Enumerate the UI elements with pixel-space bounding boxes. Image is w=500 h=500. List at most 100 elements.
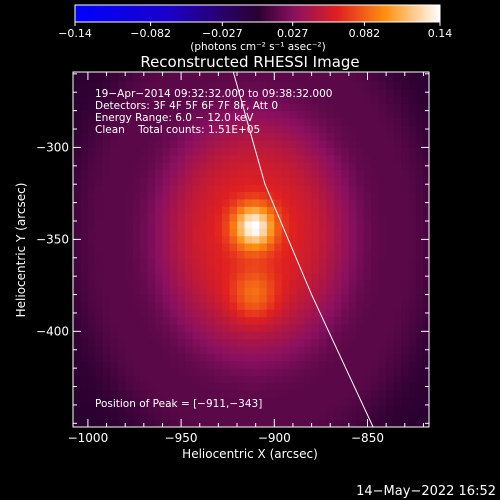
heatmap-cell [341, 243, 350, 251]
heatmap-cell [125, 125, 134, 134]
heatmap-cell [333, 206, 342, 215]
heatmap-cell [311, 346, 320, 354]
heatmap-cell [311, 397, 320, 406]
heatmap-cell [251, 154, 260, 163]
heatmap-cell [110, 390, 119, 399]
heatmap-cell [415, 323, 424, 332]
heatmap-cell [266, 125, 275, 134]
heatmap-cell [155, 360, 163, 369]
heatmap-cell [199, 81, 208, 90]
heatmap-cell [356, 309, 365, 318]
heatmap-cell [214, 390, 223, 399]
heatmap-cell [289, 412, 298, 421]
heatmap-cell [266, 140, 275, 148]
heatmap-cell [415, 301, 424, 310]
heatmap-cell [237, 346, 245, 354]
heatmap-cell [177, 162, 186, 170]
heatmap-cell [222, 375, 231, 384]
heatmap-cell [266, 419, 275, 427]
heatmap-cell [214, 125, 223, 134]
heatmap-cell [155, 184, 163, 193]
heatmap-cell [117, 294, 126, 303]
heatmap-cell [110, 228, 119, 237]
heatmap-cell [326, 243, 335, 251]
heatmap-cell [87, 88, 96, 97]
heatmap-cell [184, 73, 193, 82]
heatmap-cell [229, 294, 238, 303]
heatmap-cell [251, 184, 260, 193]
heatmap-cell [95, 316, 104, 325]
heatmap-cell [296, 316, 305, 325]
heatmap-cell [319, 132, 327, 141]
heatmap-cell [274, 338, 283, 347]
heatmap-cell [415, 338, 424, 347]
heatmap-cell [229, 140, 238, 148]
heatmap-cell [177, 117, 186, 126]
heatmap-cell [207, 154, 216, 163]
heatmap-cell [348, 279, 357, 288]
heatmap-cell [192, 243, 201, 251]
heatmap-cell [415, 125, 424, 134]
heatmap-cell [371, 125, 380, 134]
heatmap-cell [192, 220, 201, 229]
heatmap-cell [408, 360, 417, 369]
heatmap-cell [423, 301, 429, 310]
heatmap-cell [266, 88, 275, 97]
heatmap-cell [155, 265, 163, 273]
heatmap-cell [386, 397, 395, 406]
heatmap-cell [73, 176, 81, 185]
heatmap-cell [333, 419, 342, 427]
heatmap-cell [192, 206, 201, 215]
heatmap-cell [281, 198, 290, 207]
heatmap-cell [311, 213, 320, 222]
heatmap-cell [244, 103, 253, 112]
heatmap-cell [289, 147, 298, 156]
heatmap-cell [155, 243, 163, 251]
heatmap-cell [408, 272, 417, 281]
heatmap-cell [423, 390, 429, 399]
heatmap-cell [296, 301, 305, 310]
heatmap-cell [304, 95, 313, 104]
heatmap-cell [73, 353, 81, 362]
heatmap-cell [319, 235, 327, 244]
heatmap-cell [214, 346, 223, 354]
heatmap-cell [356, 169, 365, 178]
heatmap-cell [162, 287, 171, 296]
heatmap-cell [296, 169, 305, 178]
heatmap-cell [117, 81, 126, 90]
heatmap-cell [80, 323, 89, 332]
heatmap-cell [244, 309, 253, 318]
heatmap-cell [132, 220, 141, 229]
heatmap-cell [311, 250, 320, 259]
heatmap-cell [207, 368, 216, 376]
heatmap-cell [80, 228, 89, 237]
heatmap-cell [341, 353, 350, 362]
heatmap-cell [177, 346, 186, 354]
heatmap-cell [95, 235, 104, 244]
heatmap-cell [259, 338, 268, 347]
heatmap-cell [95, 257, 104, 266]
heatmap-cell [371, 162, 380, 170]
heatmap-cell [87, 73, 96, 82]
heatmap-cell [378, 117, 387, 126]
heatmap-cell [140, 353, 149, 362]
heatmap-cell [117, 272, 126, 281]
heatmap-cell [378, 360, 387, 369]
heatmap-cell [87, 140, 96, 148]
heatmap-cell [162, 346, 171, 354]
heatmap-cell [207, 125, 216, 134]
heatmap-cell [147, 309, 156, 318]
heatmap-cell [73, 169, 81, 178]
heatmap-cell [348, 191, 357, 200]
heatmap-cell [169, 346, 178, 354]
heatmap-cell [117, 132, 126, 141]
heatmap-cell [237, 235, 245, 244]
heatmap-cell [423, 81, 429, 90]
heatmap-cell [162, 147, 171, 156]
heatmap-cell [147, 412, 156, 421]
heatmap-cell [147, 176, 156, 185]
heatmap-cell [132, 279, 141, 288]
heatmap-cell [408, 346, 417, 354]
heatmap-cell [296, 73, 305, 82]
heatmap-cell [162, 103, 171, 112]
